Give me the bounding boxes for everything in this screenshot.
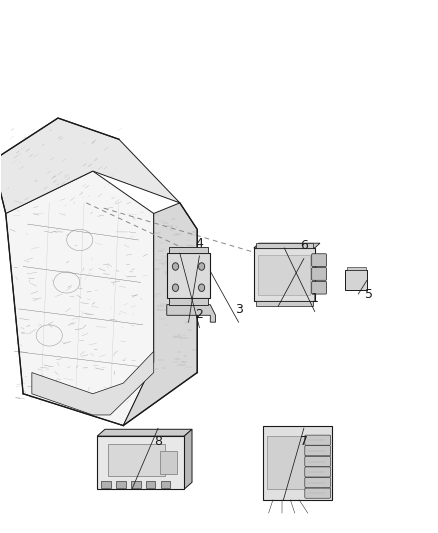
Bar — [116, 481, 126, 488]
FancyBboxPatch shape — [305, 446, 331, 456]
FancyBboxPatch shape — [312, 281, 326, 294]
Bar — [102, 481, 111, 488]
FancyBboxPatch shape — [312, 254, 326, 266]
Text: 8: 8 — [154, 434, 162, 448]
Polygon shape — [123, 203, 197, 425]
Polygon shape — [184, 429, 192, 489]
FancyBboxPatch shape — [262, 425, 332, 500]
Text: 4: 4 — [195, 237, 203, 249]
Bar — [169, 247, 208, 253]
Bar — [169, 298, 208, 305]
Polygon shape — [0, 118, 180, 214]
FancyBboxPatch shape — [97, 436, 184, 489]
Circle shape — [198, 284, 205, 292]
Text: 6: 6 — [300, 239, 308, 252]
Bar — [160, 451, 177, 474]
Bar — [256, 243, 313, 248]
FancyBboxPatch shape — [305, 478, 331, 488]
FancyBboxPatch shape — [345, 270, 367, 290]
Text: 5: 5 — [365, 288, 373, 301]
Polygon shape — [254, 243, 320, 248]
Bar — [146, 481, 155, 488]
Bar — [161, 481, 170, 488]
FancyBboxPatch shape — [305, 467, 331, 477]
FancyBboxPatch shape — [305, 456, 331, 466]
Polygon shape — [167, 305, 215, 322]
Text: 7: 7 — [300, 434, 308, 448]
Bar — [131, 481, 141, 488]
Text: 3: 3 — [235, 303, 243, 316]
Polygon shape — [97, 429, 192, 436]
Bar — [346, 266, 366, 270]
Text: 2: 2 — [195, 308, 203, 321]
FancyBboxPatch shape — [305, 435, 331, 445]
Bar — [256, 301, 313, 306]
FancyBboxPatch shape — [312, 268, 326, 280]
Text: 1: 1 — [311, 292, 319, 305]
Bar — [267, 436, 305, 489]
Circle shape — [173, 284, 179, 292]
Polygon shape — [6, 171, 154, 425]
Circle shape — [173, 263, 179, 270]
Bar — [258, 255, 311, 295]
FancyBboxPatch shape — [305, 488, 331, 498]
Bar — [108, 444, 165, 476]
Circle shape — [198, 263, 205, 270]
Polygon shape — [32, 351, 154, 415]
FancyBboxPatch shape — [167, 253, 210, 298]
FancyBboxPatch shape — [254, 248, 315, 301]
